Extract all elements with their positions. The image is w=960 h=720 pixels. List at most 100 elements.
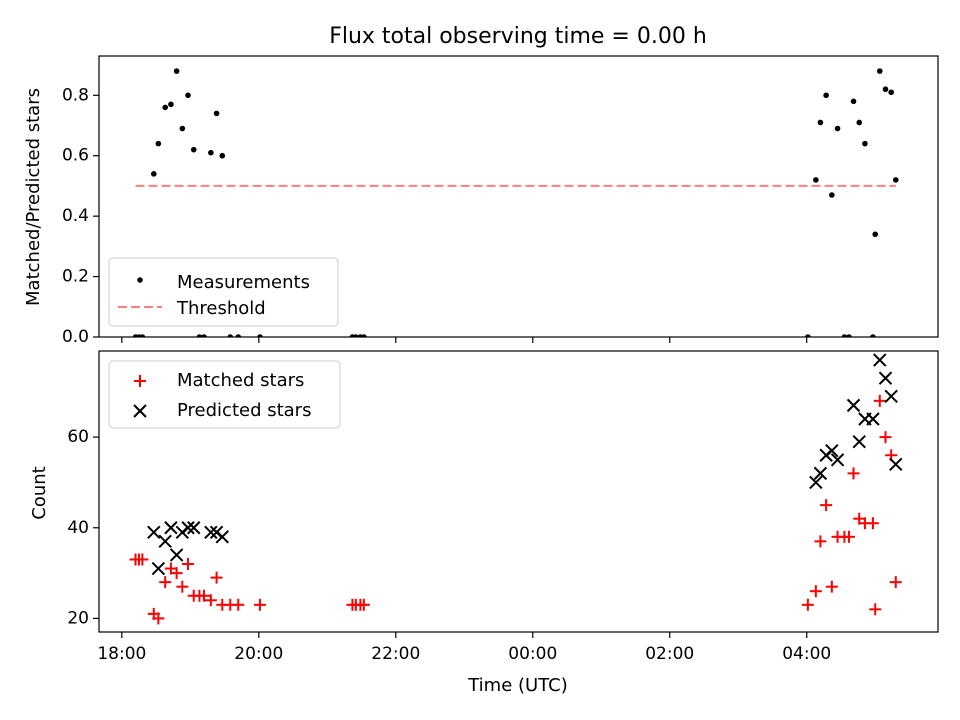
bottom-predicted-stars-point <box>164 521 178 535</box>
top-measurements-point <box>834 125 841 132</box>
legend-marker-predicted-stars <box>133 404 147 418</box>
bottom-predicted-stars-point-b <box>878 371 893 385</box>
top-measurements-point <box>361 334 367 337</box>
count-panel: 20 40 60 18:00 20:00 22:00 00:00 02:00 04:00 <box>67 350 939 664</box>
bottom-predicted-stars-point <box>873 353 887 367</box>
bottom-predicted-stars-point-b <box>151 561 166 576</box>
top-measurements-point <box>179 125 186 132</box>
bottom-matched-stars-point <box>182 558 195 571</box>
top-measurements-point <box>213 110 220 117</box>
top-measurements-point <box>168 101 174 108</box>
bottom-y-axis-label: Count <box>29 466 50 519</box>
bottom-predicted-stars-point <box>204 525 218 539</box>
bottom-matched-stars-point <box>198 589 211 602</box>
top-measurements-point <box>862 140 868 147</box>
bottom-matched-stars-point <box>879 431 892 444</box>
bottom-matched-stars-point <box>809 585 822 598</box>
top-measurements-point <box>846 334 852 337</box>
bottom-matched-stars-point <box>847 467 860 480</box>
bottom-predicted-stars-point <box>181 521 195 535</box>
bottom-x-tick-label: 20:00 <box>234 644 283 664</box>
bottom-matched-stars-point <box>814 535 827 548</box>
bottom-matched-stars-point <box>170 567 183 580</box>
bottom-y-tick-label: 20 <box>67 608 89 628</box>
top-measurements-point <box>208 149 214 156</box>
bottom-axes-frame <box>98 350 939 633</box>
bottom-predicted-stars-point <box>187 521 201 535</box>
bottom-matched-stars-point <box>210 571 223 584</box>
bottom-predicted-stars-point-b <box>181 521 195 535</box>
bottom-predicted-stars-point <box>169 548 184 562</box>
top-measurements-point <box>185 92 191 99</box>
bottom-predicted-stars-point <box>878 371 893 385</box>
top-measurements-point <box>196 334 203 337</box>
bottom-predicted-stars-point <box>158 534 172 549</box>
legend-marker-measurements <box>137 277 143 283</box>
top-measurements-point <box>173 68 180 74</box>
top-measurements-point <box>155 140 162 147</box>
bottom-predicted-stars-point-b <box>809 475 823 490</box>
bottom-matched-stars-point <box>204 594 217 607</box>
bottom-predicted-stars-point <box>151 561 166 576</box>
bottom-matched-stars-point <box>357 598 370 611</box>
top-measurements-point <box>841 334 848 337</box>
bottom-matched-stars-point <box>820 499 833 512</box>
bottom-matched-stars-point <box>866 517 879 530</box>
bottom-matched-stars-point <box>232 598 245 611</box>
bottom-predicted-stars-point-b <box>813 466 828 481</box>
bottom-matched-stars-point <box>869 603 882 616</box>
top-y-tick-label: 0.2 <box>62 267 89 287</box>
top-measurements-point <box>235 334 242 337</box>
top-measurements-point <box>817 119 824 126</box>
bottom-y-tick-label: 40 <box>67 518 89 538</box>
bottom-legend: Matched stars Predicted stars <box>108 360 341 429</box>
legend-marker-matched-stars <box>134 375 146 387</box>
top-measurements-point <box>190 146 197 153</box>
top-measurements-point <box>139 334 146 337</box>
bottom-x-tick-label: 04:00 <box>782 644 831 664</box>
bottom-matched-stars-point <box>842 530 855 543</box>
bottom-predicted-stars-point <box>852 434 866 449</box>
top-measurements-point <box>872 231 879 238</box>
top-y-tick-label: 0.6 <box>62 146 89 166</box>
bottom-predicted-stars-point-b <box>884 389 898 404</box>
top-measurements-point <box>850 98 857 105</box>
x-axis-label: Time (UTC) <box>467 675 568 696</box>
top-measurements-point <box>856 119 863 126</box>
top-measurements-point <box>150 171 157 177</box>
bottom-x-tick-label: 00:00 <box>508 644 557 664</box>
ratio-panel: 0.0 0.2 0.4 0.6 0.8 <box>62 55 939 347</box>
top-measurements-point <box>227 334 234 337</box>
bottom-predicted-stars-point <box>147 525 161 539</box>
bottom-predicted-stars-point-b <box>187 521 201 535</box>
top-legend-box <box>108 257 339 327</box>
bottom-plot-area <box>129 353 903 625</box>
bottom-predicted-stars-point <box>846 398 861 413</box>
top-measurements-point <box>813 177 819 183</box>
top-measurements-point <box>870 334 876 337</box>
bottom-predicted-stars-point-b <box>147 525 161 539</box>
top-measurements-point <box>888 89 894 96</box>
top-legend: Measurements Threshold <box>108 257 339 327</box>
legend-label-threshold: Threshold <box>176 298 266 319</box>
bottom-matched-stars-point <box>136 553 149 566</box>
bottom-x-tick-label: 22:00 <box>371 644 420 664</box>
bottom-matched-stars-point <box>873 394 886 407</box>
top-measurements-point <box>219 152 226 159</box>
bottom-predicted-stars-point <box>830 453 845 467</box>
top-measurements-point <box>882 86 889 93</box>
bottom-matched-stars-point <box>176 580 189 593</box>
bottom-predicted-stars-point-b <box>846 398 861 413</box>
bottom-predicted-stars-point <box>215 530 229 544</box>
bottom-predicted-stars-point-b <box>830 453 845 467</box>
bottom-x-tick-label: 18:00 <box>97 644 146 664</box>
top-measurements-point <box>892 177 899 183</box>
bottom-legend-box <box>108 360 341 429</box>
bottom-matched-stars-point <box>152 612 165 625</box>
chart-title: Flux total observing time = 0.00 h <box>329 24 707 49</box>
top-measurements-point <box>257 334 263 337</box>
legend-label-measurements: Measurements <box>177 272 310 293</box>
bottom-matched-stars-point <box>889 576 902 589</box>
bottom-matched-stars-point <box>159 576 172 589</box>
